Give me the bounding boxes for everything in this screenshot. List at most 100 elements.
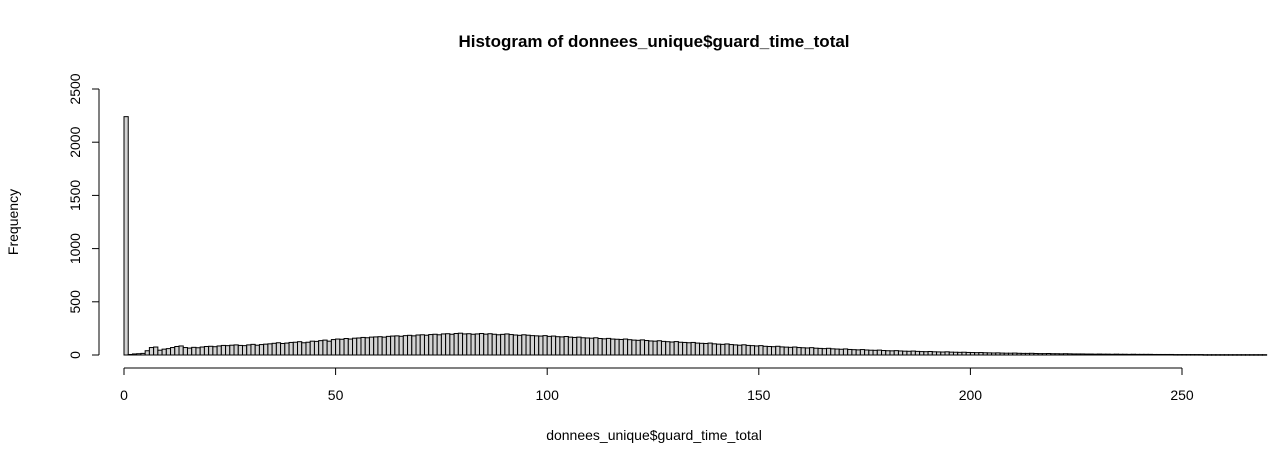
histogram-bar	[1139, 353, 1145, 356]
histogram-bar	[982, 352, 988, 356]
histogram-bar	[842, 348, 849, 356]
histogram-bar	[542, 335, 548, 356]
histogram-bar	[605, 337, 612, 356]
histogram-bar	[961, 351, 967, 356]
histogram-bar	[597, 338, 603, 356]
histogram-bar	[1232, 354, 1238, 356]
histogram-bar	[191, 346, 197, 356]
histogram-bar	[817, 347, 823, 356]
histogram-bar	[258, 344, 265, 356]
histogram-bar	[381, 336, 387, 356]
histogram-bar	[529, 335, 536, 356]
histogram-bar	[601, 338, 607, 356]
histogram-bar	[1067, 353, 1073, 356]
histogram-bar	[821, 348, 828, 356]
histogram-bar	[398, 335, 404, 356]
histogram-bar	[893, 350, 899, 356]
histogram-bar	[576, 336, 582, 356]
histogram-bar	[1194, 354, 1200, 356]
histogram-bar	[1012, 352, 1018, 356]
histogram-bar	[589, 337, 595, 356]
histogram-bar	[364, 337, 370, 356]
histogram-bar	[830, 348, 836, 356]
histogram-bar	[1219, 354, 1225, 356]
histogram-bar	[855, 349, 861, 356]
histogram-bar	[538, 335, 544, 356]
histogram-bar	[644, 340, 650, 356]
histogram-bar	[508, 334, 514, 356]
histogram-bar	[627, 339, 633, 356]
histogram-bar	[1118, 353, 1124, 356]
y-axis: 0 500 1000 1500 2000 2500	[67, 73, 100, 359]
histogram-bar	[521, 334, 527, 356]
x-tick-label: 250	[1170, 387, 1194, 403]
histogram-bar	[225, 345, 231, 356]
histogram-bar	[737, 344, 743, 356]
histogram-bar	[457, 332, 464, 356]
histogram-bar	[500, 333, 506, 356]
histogram-bar	[131, 353, 138, 356]
histogram-bar	[309, 340, 315, 356]
histogram-bar	[728, 344, 734, 356]
histogram-bar	[466, 333, 472, 356]
histogram-bar	[686, 342, 692, 356]
histogram-bar	[872, 349, 878, 356]
histogram-bar	[567, 336, 574, 356]
histogram-bar	[1020, 352, 1026, 356]
histogram-bar	[724, 343, 730, 356]
histogram-bar	[1177, 354, 1183, 356]
histogram-bar	[432, 333, 438, 356]
histogram-bar	[593, 337, 599, 356]
histogram-bar	[758, 345, 764, 356]
histogram-bar	[411, 335, 417, 356]
histogram-bar	[330, 339, 337, 356]
histogram-bar	[352, 337, 358, 356]
histogram-bar	[288, 341, 294, 356]
histogram-bar	[491, 333, 497, 356]
histogram-bar	[335, 338, 341, 356]
histogram-bar	[1084, 353, 1090, 356]
histogram-bar	[885, 350, 891, 356]
histogram-bar	[368, 336, 375, 356]
histogram-bar	[250, 343, 256, 356]
histogram-bar	[800, 347, 806, 356]
histogram-bar	[931, 351, 938, 356]
histogram-bar	[1257, 354, 1263, 356]
histogram-bar	[237, 344, 243, 356]
histogram-bar	[635, 339, 641, 356]
histogram-bar	[1173, 354, 1179, 356]
histogram-bar	[394, 335, 400, 356]
histogram-bar	[246, 344, 252, 356]
histogram-bar	[203, 345, 210, 356]
histogram-bar	[618, 338, 624, 356]
histogram-bar	[957, 351, 963, 356]
histogram-bar	[165, 348, 172, 356]
x-tick-label: 150	[747, 387, 771, 403]
histogram-bar	[517, 334, 523, 356]
histogram-bar	[690, 341, 696, 356]
histogram-bar	[1122, 353, 1128, 356]
histogram-bar	[1202, 354, 1208, 356]
histogram-bar	[174, 345, 180, 356]
histogram-bar	[445, 333, 451, 356]
histogram-bar	[512, 334, 519, 356]
histogram-bar	[148, 347, 155, 356]
histogram-bar	[834, 348, 840, 356]
histogram-bar	[851, 349, 857, 356]
histogram-bar	[652, 340, 658, 356]
histogram-bar	[292, 341, 299, 356]
histogram-bar	[1211, 354, 1217, 356]
histogram-bar	[212, 346, 218, 356]
histogram-bar	[1105, 353, 1111, 356]
histogram-bar	[195, 347, 201, 356]
histogram-bar	[809, 347, 815, 356]
y-tick-label: 2500	[67, 73, 83, 104]
histogram-bar	[1164, 353, 1170, 356]
histogram-bar	[415, 334, 421, 356]
histogram-bar	[220, 344, 227, 356]
histogram-bar	[280, 343, 286, 356]
histogram-bar	[1033, 353, 1039, 356]
histogram-bar	[428, 334, 434, 356]
histogram-bar	[356, 337, 362, 356]
histogram-bar	[826, 347, 832, 356]
